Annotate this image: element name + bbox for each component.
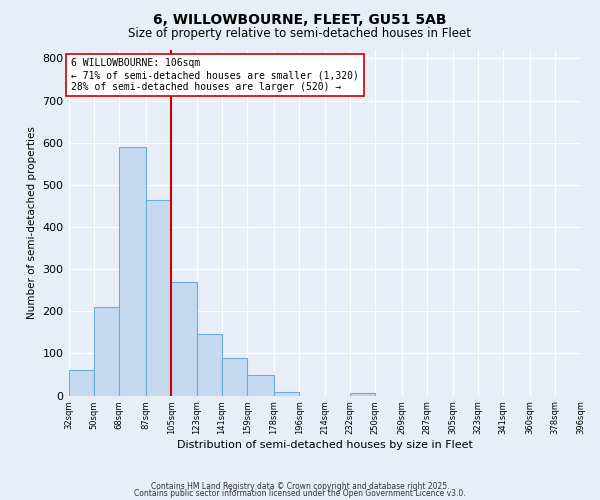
Bar	[247, 376, 274, 396]
Bar	[146, 200, 171, 396]
Bar	[94, 307, 119, 396]
Bar	[68, 370, 94, 396]
Text: Size of property relative to semi-detached houses in Fleet: Size of property relative to semi-detach…	[128, 28, 472, 40]
Bar	[119, 147, 146, 396]
Text: 6, WILLOWBOURNE, FLEET, GU51 5AB: 6, WILLOWBOURNE, FLEET, GU51 5AB	[153, 12, 447, 26]
Text: 6 WILLOWBOURNE: 106sqm
← 71% of semi-detached houses are smaller (1,320)
28% of : 6 WILLOWBOURNE: 106sqm ← 71% of semi-det…	[71, 58, 359, 92]
Bar	[350, 394, 375, 396]
Bar	[171, 282, 197, 396]
Y-axis label: Number of semi-detached properties: Number of semi-detached properties	[27, 126, 37, 319]
Bar	[222, 358, 247, 396]
X-axis label: Distribution of semi-detached houses by size in Fleet: Distribution of semi-detached houses by …	[176, 440, 472, 450]
Text: Contains public sector information licensed under the Open Government Licence v3: Contains public sector information licen…	[134, 488, 466, 498]
Bar	[197, 334, 222, 396]
Bar	[274, 392, 299, 396]
Text: Contains HM Land Registry data © Crown copyright and database right 2025.: Contains HM Land Registry data © Crown c…	[151, 482, 449, 491]
